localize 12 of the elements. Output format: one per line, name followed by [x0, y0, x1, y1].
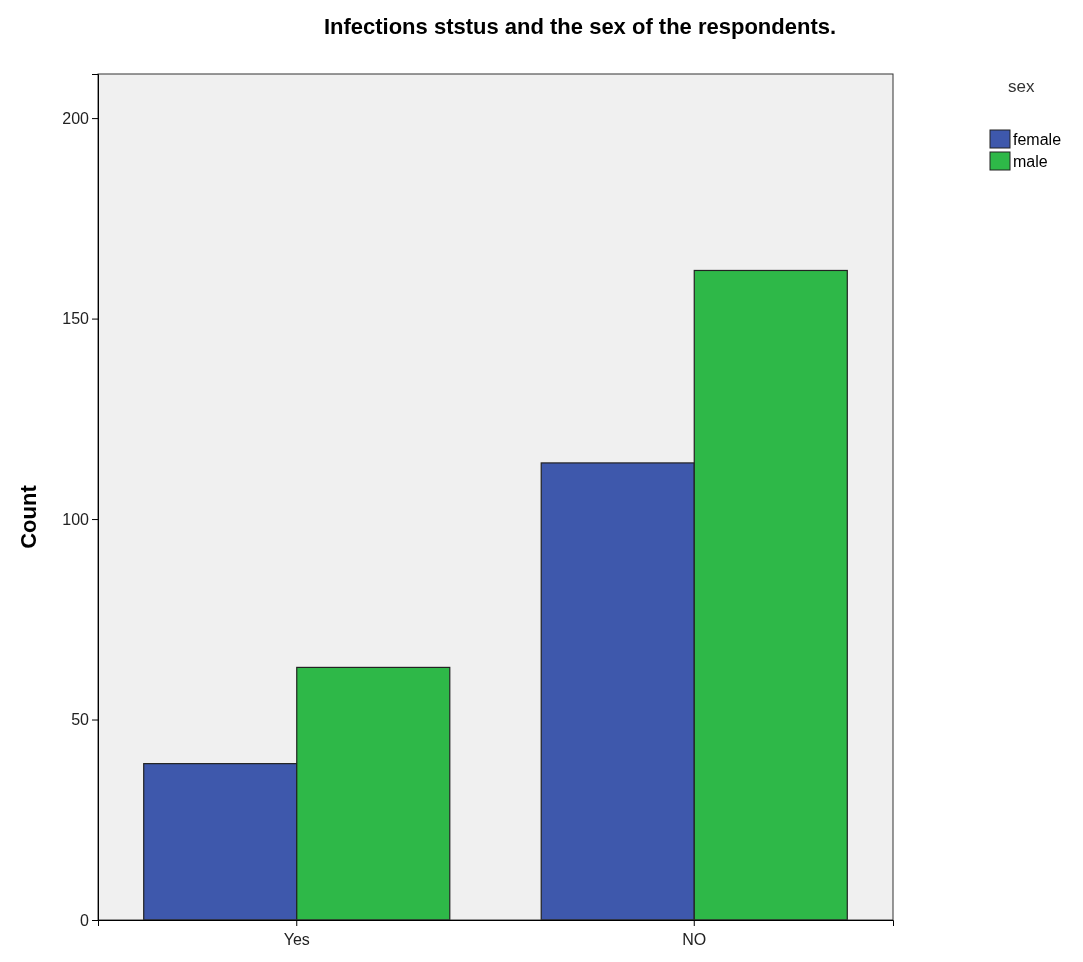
legend-label: female [1013, 131, 1062, 148]
legend-title: sex [1008, 77, 1035, 96]
y-tick-label: 100 [62, 510, 90, 528]
y-tick-label: 50 [71, 711, 90, 729]
x-tick-label: NO [682, 931, 707, 948]
y-tick-label: 150 [62, 310, 90, 328]
y-tick-label: 0 [80, 911, 90, 929]
y-axis-title: Count [16, 484, 41, 549]
chart-title: Infections ststus and the sex of the respondents. [323, 14, 837, 39]
legend-label: male [1013, 153, 1048, 170]
x-tick-label: Yes [283, 931, 310, 948]
y-tick-label: 200 [62, 109, 90, 127]
